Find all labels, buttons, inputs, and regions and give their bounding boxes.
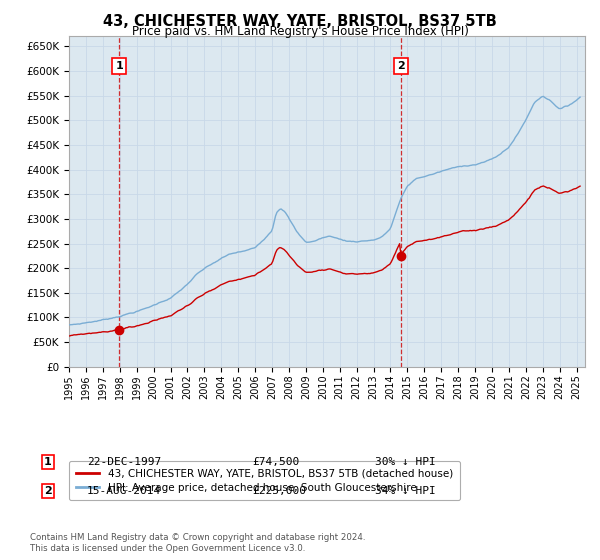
Text: £225,000: £225,000 bbox=[252, 486, 306, 496]
Text: 30% ↓ HPI: 30% ↓ HPI bbox=[375, 457, 436, 467]
Text: 1: 1 bbox=[115, 61, 123, 71]
Text: Price paid vs. HM Land Registry's House Price Index (HPI): Price paid vs. HM Land Registry's House … bbox=[131, 25, 469, 38]
Text: 1: 1 bbox=[44, 457, 52, 467]
Text: 34% ↓ HPI: 34% ↓ HPI bbox=[375, 486, 436, 496]
Text: 2: 2 bbox=[397, 61, 405, 71]
Text: 22-DEC-1997: 22-DEC-1997 bbox=[87, 457, 161, 467]
Text: 2: 2 bbox=[44, 486, 52, 496]
Legend: 43, CHICHESTER WAY, YATE, BRISTOL, BS37 5TB (detached house), HPI: Average price: 43, CHICHESTER WAY, YATE, BRISTOL, BS37 … bbox=[69, 461, 460, 500]
Text: Contains HM Land Registry data © Crown copyright and database right 2024.
This d: Contains HM Land Registry data © Crown c… bbox=[30, 533, 365, 553]
Text: £74,500: £74,500 bbox=[252, 457, 299, 467]
Text: 15-AUG-2014: 15-AUG-2014 bbox=[87, 486, 161, 496]
Text: 43, CHICHESTER WAY, YATE, BRISTOL, BS37 5TB: 43, CHICHESTER WAY, YATE, BRISTOL, BS37 … bbox=[103, 14, 497, 29]
